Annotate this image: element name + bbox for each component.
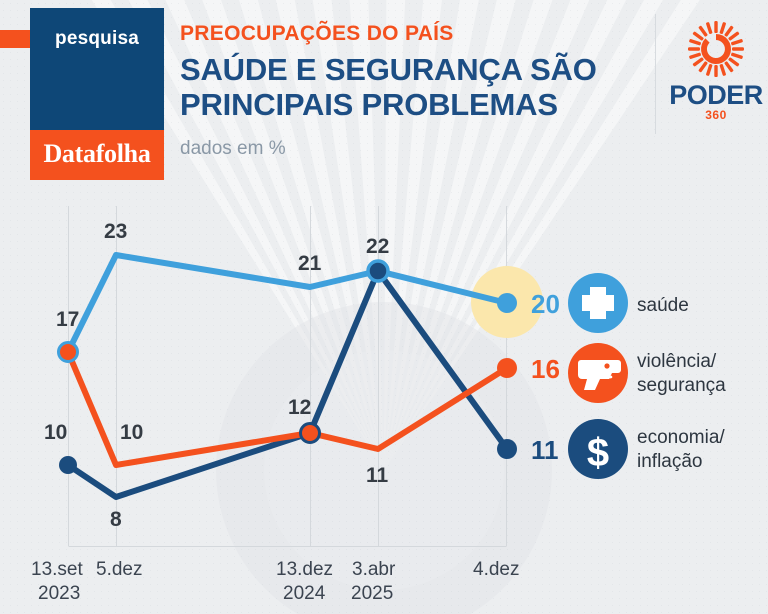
data-point-violencia-1 [57, 341, 79, 363]
survey-label-box: pesquisa [30, 8, 164, 130]
legend-label-violencia-line1: violência/ [637, 351, 717, 372]
legend: saúde violência/ segurança [568, 273, 726, 479]
series-line-saude [65, 252, 510, 355]
label-economia-2: 8 [110, 508, 122, 531]
data-point-economia-5 [497, 439, 517, 459]
institute-label-box: Datafolha [30, 130, 164, 180]
label-saude-3: 21 [298, 252, 322, 275]
label-violencia-3: 12 [288, 396, 311, 419]
survey-label: pesquisa [55, 28, 139, 49]
label-violencia-2: 10 [120, 421, 143, 444]
poder-360-suffix: 360 [705, 108, 727, 122]
legend-label-violencia-line2: segurança [637, 375, 726, 396]
line-chart: 17 23 21 22 10 10 8 12 11 20 16 11 s [0, 186, 768, 614]
label-violencia-1: 17 [56, 308, 79, 331]
label-saude-2: 23 [104, 220, 127, 243]
poder360-logo: PODER 360 [668, 18, 764, 128]
poder-wordmark: PODER [669, 80, 763, 110]
legend-item-economia[interactable]: $ economia/ inflação [568, 419, 725, 479]
legend-label-economia-line2: inflação [637, 451, 703, 472]
page-title-line2: PRINCIPAIS PROBLEMAS [180, 87, 558, 122]
legend-item-violencia[interactable]: violência/ segurança [568, 343, 726, 403]
final-value-violencia: 16 [531, 354, 560, 384]
x-tick-year-3: 2025 [351, 583, 393, 604]
x-tick-date-0: 13.set [31, 559, 83, 580]
legend-label-saude: saúde [637, 295, 689, 316]
x-tick-date-3: 3.abr [352, 559, 396, 580]
header-divider [655, 14, 656, 134]
x-tick-date-1: 5.dez [96, 559, 142, 580]
x-axis-labels: 13.set 2023 5.dez 13.dez 2024 3.abr 2025… [31, 559, 519, 604]
institute-label: Datafolha [43, 139, 151, 168]
x-tick-date-4: 4.dez [473, 559, 519, 580]
data-point-violencia-5 [497, 358, 517, 378]
page-title-line1: SAÚDE E SEGURANÇA SÃO [180, 52, 597, 87]
final-value-saude: 20 [531, 289, 560, 319]
units-note: dados em % [180, 138, 286, 159]
sunburst-icon [688, 21, 744, 77]
final-value-economia: 11 [531, 435, 559, 465]
dollar-icon-glyph: $ [587, 431, 609, 475]
label-economia-1: 10 [44, 421, 67, 444]
label-violencia-4: 11 [366, 464, 389, 487]
legend-item-saude[interactable]: saúde [568, 273, 689, 333]
label-economia-4: 22 [366, 235, 389, 258]
chart-canvas: 17 23 21 22 10 10 8 12 11 20 16 11 s [31, 206, 726, 604]
legend-label-economia-line1: economia/ [637, 427, 725, 448]
eyebrow-text: PREOCUPAÇÕES DO PAÍS [180, 22, 454, 45]
svg-text:$: $ [587, 431, 609, 475]
datafolha-logo-block: pesquisa Datafolha [30, 8, 164, 180]
data-point-saude-5 [497, 293, 517, 313]
data-point-violencia-3 [299, 422, 321, 444]
orange-accent-tab [0, 30, 30, 48]
x-tick-date-2: 13.dez [276, 559, 333, 580]
page-title: SAÚDE E SEGURANÇA SÃO PRINCIPAIS PROBLEM… [180, 52, 650, 122]
header: pesquisa Datafolha PREOCUPAÇÕES DO PAÍS … [0, 0, 768, 186]
x-tick-year-0: 2023 [38, 583, 80, 604]
data-point-economia-4 [366, 259, 390, 283]
x-tick-year-2: 2024 [283, 583, 326, 604]
data-point-economia-1 [59, 456, 77, 474]
